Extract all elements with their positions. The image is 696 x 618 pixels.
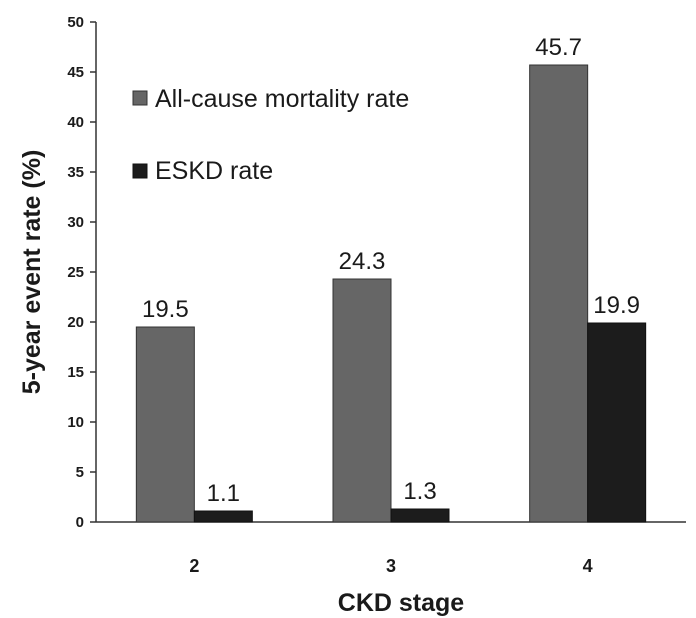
data-label: 1.1 <box>207 480 240 507</box>
y-tick-label: 0 <box>76 514 84 531</box>
legend-swatch-eskd <box>132 163 148 179</box>
legend-label-eskd: ESKD rate <box>155 157 273 185</box>
data-label: 1.3 <box>403 478 436 505</box>
x-tick-label: 4 <box>583 556 593 576</box>
x-tick-label: 3 <box>386 556 396 576</box>
x-axis-title: CKD stage <box>338 589 465 617</box>
y-tick-label: 5 <box>76 464 84 481</box>
y-axis-ticks: 0 5 10 15 20 25 30 35 40 45 50 <box>67 14 96 531</box>
data-label: 45.7 <box>535 34 582 61</box>
bar <box>135 326 195 523</box>
y-tick-label: 30 <box>67 214 84 231</box>
data-label: 19.9 <box>593 292 640 319</box>
y-tick-label: 40 <box>67 114 84 131</box>
legend-label-mortality: All-cause mortality rate <box>155 85 409 113</box>
y-tick-label: 10 <box>67 414 84 431</box>
legend: All-cause mortality rate ESKD rate <box>132 85 409 185</box>
data-labels: 19.5 1.1 24.3 1.3 45.7 19.9 <box>142 34 640 507</box>
bar <box>529 64 589 523</box>
legend-swatch-mortality <box>132 90 148 106</box>
y-tick-label: 25 <box>67 264 84 281</box>
y-tick-label: 45 <box>67 64 84 81</box>
bar <box>332 278 392 523</box>
data-label: 19.5 <box>142 296 189 323</box>
bars <box>135 64 647 523</box>
y-tick-label: 50 <box>67 14 84 31</box>
bar <box>390 508 450 523</box>
y-tick-label: 20 <box>67 314 84 331</box>
x-tick-label: 2 <box>189 556 199 576</box>
bar <box>193 510 253 523</box>
data-label: 24.3 <box>339 248 386 275</box>
y-axis-title: 5-year event rate (%) <box>18 150 46 395</box>
bar <box>587 322 647 523</box>
x-axis-ticks: 2 3 4 <box>189 556 592 576</box>
y-tick-label: 35 <box>67 164 84 181</box>
y-tick-label: 15 <box>67 364 84 381</box>
